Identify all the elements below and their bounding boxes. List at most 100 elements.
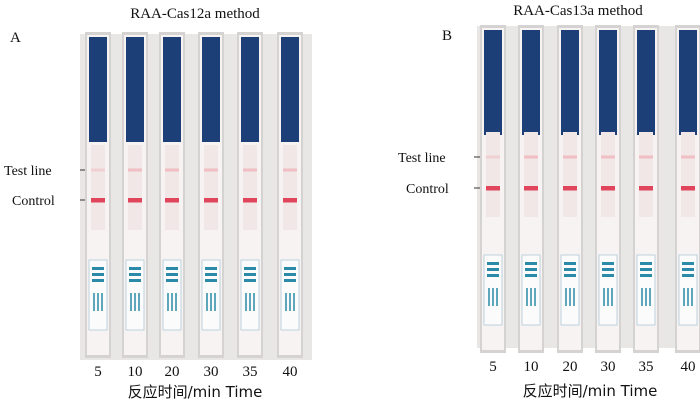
pad-arrows [526,288,536,306]
pad-mark [92,267,104,270]
pad-mark [682,274,694,277]
panel-label: B [442,28,452,44]
test-band [165,168,179,172]
strip-label-area [679,30,697,135]
strip-window [524,132,538,217]
strip-label-area [522,30,540,135]
test-strip: 5 [480,25,506,375]
strip-window [204,145,218,230]
pad-arrows [641,288,651,306]
test-band [91,168,105,172]
strip-window [681,132,695,217]
control-band [283,198,297,203]
control-band [601,186,615,191]
strip-label-area [241,37,259,142]
control-band [243,198,257,203]
pad-mark [602,268,614,271]
panel-title: RAA-Cas13a method [513,3,643,19]
pad-mark [244,273,256,276]
pad-mark [284,273,296,276]
test-band [486,155,500,159]
test-strip: 40 [675,25,700,375]
pad-arrows [167,293,177,311]
control-band [204,198,218,203]
test-strip: 20 [159,32,185,380]
pad-mark [244,279,256,282]
pad-mark [525,268,537,271]
pad-mark [205,267,217,270]
pad-mark [602,262,614,265]
pad-mark [129,273,141,276]
strip-label-area [637,30,655,135]
pad-mark [564,274,576,277]
strip-label-area [484,30,502,135]
pad-mark [682,262,694,265]
test-strip: 30 [595,25,621,375]
control-band [681,186,695,191]
test-line-label: Test line [4,164,52,179]
test-band [681,155,695,159]
pad-mark [640,274,652,277]
strip-window [243,145,257,230]
test-band [639,155,653,159]
strip-label-area [561,30,579,135]
test-strip: 10 [518,25,544,375]
pad-mark [92,279,104,282]
pad-mark [640,262,652,265]
strip-time-label: 10 [128,364,143,380]
pad-mark [487,262,499,265]
test-strip: 40 [277,32,303,380]
strip-window [128,145,142,230]
pad-mark [166,273,178,276]
strip-window [486,132,500,217]
strip-window [563,132,577,217]
strip-time-label: 40 [681,359,696,375]
strip-time-label: 30 [204,364,219,380]
test-strip: 20 [557,25,583,375]
strip-window [639,132,653,217]
pad-mark [602,274,614,277]
control-band [486,186,500,191]
x-axis-label: 反应时间/min Time [128,383,263,401]
strip-time-label: 35 [243,364,258,380]
pad-mark [525,262,537,265]
test-band [283,168,297,172]
control-band [563,186,577,191]
control-band [524,186,538,191]
control-label: Control [12,194,55,209]
strip-time-label: 35 [639,359,654,375]
strip-time-label: 20 [165,364,180,380]
strip-window [601,132,615,217]
pad-mark [244,267,256,270]
photo-background [80,34,312,360]
pad-arrows [93,293,103,311]
photo-background [477,26,700,348]
panel: RAA-Cas12a method A Test line Control 5 10 20 3… [4,6,312,401]
strip-label-area [89,37,107,142]
pad-arrows [285,293,295,311]
control-band [128,198,142,203]
strip-label-area [163,37,181,142]
pad-mark [166,267,178,270]
test-strip: 10 [122,32,148,380]
pad-mark [640,268,652,271]
strip-label-area [599,30,617,135]
pad-mark [205,273,217,276]
pad-arrows [245,293,255,311]
strip-time-label: 5 [94,364,102,380]
control-label: Control [406,182,449,197]
test-line-label: Test line [398,151,446,166]
x-axis-label: 反应时间/min Time [523,382,658,400]
test-strip: 30 [198,32,224,380]
strip-window [283,145,297,230]
panel-title: RAA-Cas12a method [130,6,260,22]
pad-arrows [683,288,693,306]
strip-time-label: 10 [524,359,539,375]
test-band [128,168,142,172]
pad-mark [205,279,217,282]
test-strip: 5 [85,32,111,380]
pad-mark [564,262,576,265]
strip-label-area [202,37,220,142]
strip-label-area [126,37,144,142]
